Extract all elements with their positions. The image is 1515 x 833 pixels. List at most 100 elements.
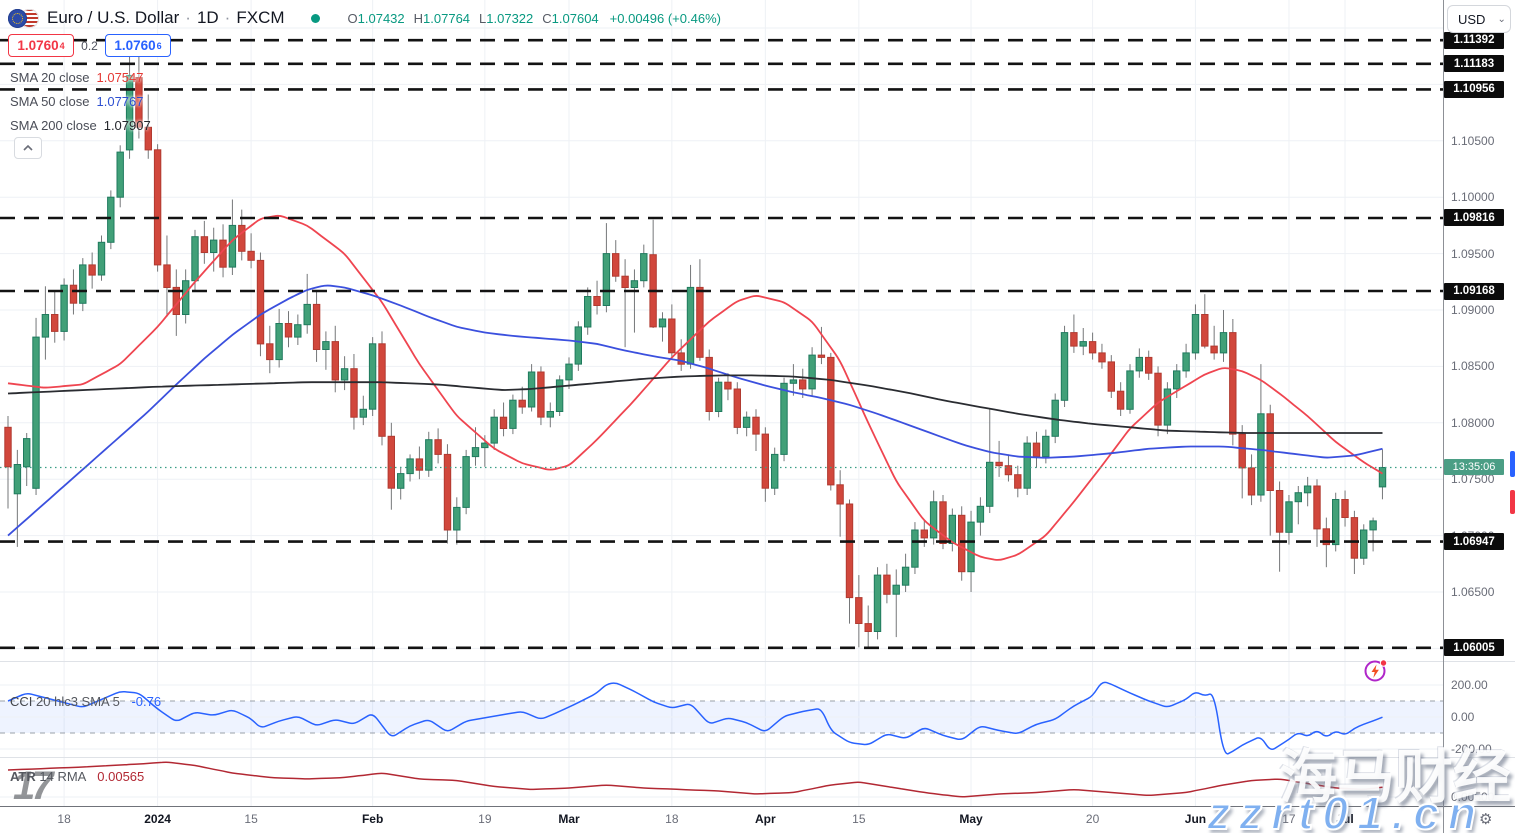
indicator-row[interactable]: SMA 50 close 1.07767 bbox=[10, 90, 151, 114]
candle-up bbox=[546, 411, 554, 418]
currency-dropdown[interactable]: USD ⌄ bbox=[1447, 5, 1511, 33]
candle-down bbox=[1350, 517, 1359, 559]
trade-panel: 1.0760 4 0.2 1.0760 6 bbox=[8, 34, 171, 57]
candle-down bbox=[266, 343, 274, 361]
time-axis-label: 2024 bbox=[144, 812, 171, 826]
candle-down bbox=[163, 264, 171, 288]
time-axis-label: 17 bbox=[1282, 812, 1296, 826]
symbol-title[interactable]: Euro / U.S. Dollar · 1D · FXCM bbox=[47, 8, 285, 27]
sell-button[interactable]: 1.0760 4 bbox=[8, 34, 74, 57]
time-axis-label: 20 bbox=[1085, 812, 1100, 826]
candle-down bbox=[827, 356, 835, 486]
candle-down bbox=[752, 416, 760, 435]
candle-down bbox=[1247, 467, 1256, 496]
time-axis-drag-zone[interactable] bbox=[0, 806, 1443, 833]
candle-down bbox=[1210, 345, 1218, 354]
candle-down bbox=[724, 381, 732, 390]
candle-down bbox=[593, 296, 601, 306]
time-axis-label: 15 bbox=[852, 812, 866, 826]
quick-action-button[interactable] bbox=[1363, 658, 1391, 689]
candle-down bbox=[1341, 499, 1349, 518]
price-level-label: 1.11183 bbox=[1444, 55, 1504, 73]
indicator-row[interactable]: SMA 20 close 1.07547 bbox=[10, 66, 151, 90]
candle-down bbox=[1229, 332, 1237, 435]
candle-down bbox=[799, 379, 807, 390]
candle-up bbox=[1257, 413, 1265, 496]
candle-up bbox=[1332, 499, 1340, 546]
candle-up bbox=[789, 379, 798, 384]
indicator-row[interactable]: SMA 200 close 1.07907 bbox=[10, 114, 151, 138]
candle-up bbox=[976, 505, 985, 523]
ohlc-readout: O1.07432 H1.07764 L1.07322 C1.07604 +0.0… bbox=[347, 10, 721, 26]
candle-down bbox=[238, 224, 246, 252]
candle-down bbox=[518, 399, 526, 408]
candle-down bbox=[88, 264, 96, 276]
candle-up bbox=[425, 439, 433, 471]
candle-up bbox=[1023, 442, 1031, 489]
candle-down bbox=[387, 435, 396, 489]
candle-down bbox=[144, 126, 153, 151]
market-status-dot[interactable] bbox=[310, 13, 320, 23]
candle-up bbox=[41, 314, 50, 338]
candle-up bbox=[1294, 492, 1302, 503]
collapse-legend-button[interactable] bbox=[14, 137, 42, 159]
indicator-value: 1.07547 bbox=[96, 70, 144, 85]
price-level-label: 1.09168 bbox=[1444, 282, 1504, 300]
candle-up bbox=[368, 343, 377, 410]
sma-line-sma200 bbox=[7, 374, 1383, 434]
price-axis-tick: 1.06500 bbox=[1451, 585, 1495, 599]
candle-up bbox=[1163, 388, 1172, 426]
interval-label[interactable]: 1D bbox=[196, 8, 219, 27]
candle-up bbox=[340, 368, 349, 381]
candle-down bbox=[350, 368, 358, 418]
candle-down bbox=[312, 303, 321, 350]
axis-settings-gear-icon[interactable]: ⚙ bbox=[1479, 811, 1493, 828]
indicator-label: SMA 20 close bbox=[10, 70, 90, 85]
clipped-axis-label bbox=[1510, 451, 1515, 477]
buy-button[interactable]: 1.0760 6 bbox=[105, 34, 171, 57]
candle-down bbox=[761, 433, 769, 489]
candle-down bbox=[1107, 361, 1115, 392]
candle-down bbox=[1145, 356, 1153, 374]
price-level-label: 1.10956 bbox=[1444, 80, 1504, 98]
candle-down bbox=[883, 574, 891, 595]
candle-up bbox=[892, 584, 900, 595]
candle-down bbox=[284, 323, 293, 338]
exchange-label: FXCM bbox=[236, 8, 285, 27]
candle-up bbox=[901, 566, 910, 586]
candle-up bbox=[471, 447, 480, 458]
candle-down bbox=[817, 354, 826, 358]
candle-down bbox=[247, 250, 255, 261]
candle-up bbox=[630, 280, 639, 289]
change-readout: +0.00496 (+0.46%) bbox=[609, 10, 721, 26]
cci-axis-tick: 0.00 bbox=[1451, 710, 1475, 724]
candle-up bbox=[1285, 501, 1293, 533]
clipped-axis-label bbox=[1510, 490, 1515, 514]
cci-value: -0.76 bbox=[131, 694, 162, 709]
candle-down bbox=[378, 343, 386, 437]
candle-down bbox=[845, 503, 854, 599]
candle-up bbox=[780, 382, 788, 455]
candle-down bbox=[1014, 474, 1022, 489]
candle-down bbox=[537, 371, 545, 418]
candle-up bbox=[453, 506, 461, 531]
cci-indicator-legend[interactable]: CCI 20 hlc3 SMA 5 -0.76 bbox=[10, 694, 162, 709]
candles-layer bbox=[4, 40, 1387, 648]
candle-up bbox=[1135, 356, 1143, 372]
time-axis-label: Jun bbox=[1184, 812, 1207, 826]
time-axis-label: 18 bbox=[57, 812, 71, 826]
price-level-label: 1.06005 bbox=[1444, 639, 1504, 657]
candle-down bbox=[836, 484, 844, 505]
candle-up bbox=[658, 318, 667, 328]
atr-indicator-legend[interactable]: ATR 14 RMA 0.00565 bbox=[10, 769, 145, 784]
lightning-icon bbox=[1364, 659, 1388, 682]
candle-up bbox=[32, 336, 40, 489]
indicator-value: 1.07907 bbox=[103, 118, 151, 133]
candle-down bbox=[920, 529, 928, 539]
candle-up bbox=[808, 354, 816, 390]
candle-up bbox=[1303, 485, 1312, 494]
candle-up bbox=[1042, 435, 1050, 458]
candle-up bbox=[967, 521, 975, 573]
